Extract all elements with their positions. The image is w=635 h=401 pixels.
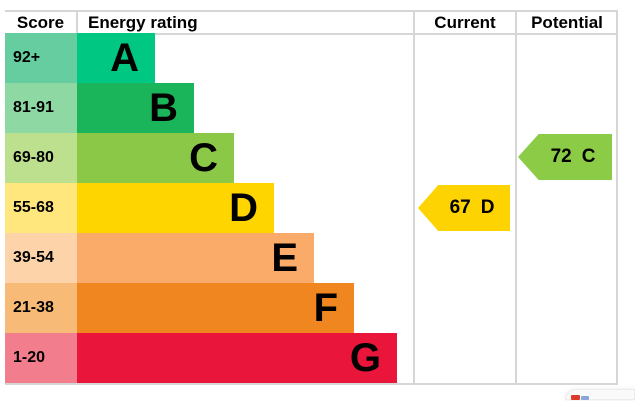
header-bottom-border [5, 33, 618, 35]
band-score-a: 92+ [5, 33, 77, 83]
current-rating-letter: D [480, 197, 495, 218]
band-row-g: 1-20 G [5, 333, 617, 383]
current-rating-value: 67 [449, 197, 471, 218]
potential-rating-arrow: 72 C [518, 134, 612, 180]
band-row-f: 21-38 F [5, 283, 617, 333]
band-score-f: 21-38 [5, 283, 77, 333]
band-letter-a: A [110, 36, 139, 80]
band-bar-g: G [77, 333, 397, 383]
band-bar-e: E [77, 233, 314, 283]
band-row-a: 92+ A [5, 33, 617, 83]
current-column-divider [413, 10, 415, 385]
rating-bands: 92+ A 81-91 B 69-80 C 55-68 D 39-54 [5, 33, 617, 383]
band-bar-d: D [77, 183, 274, 233]
band-letter-b: B [149, 86, 178, 130]
potential-rating-value: 72 [550, 146, 572, 167]
table-top-border [5, 10, 618, 12]
potential-column-header: Potential [531, 13, 603, 32]
band-score-g: 1-20 [5, 333, 77, 383]
band-row-c: 69-80 C [5, 133, 617, 183]
band-bar-b: B [77, 83, 194, 133]
band-bar-c: C [77, 133, 234, 183]
band-row-d: 55-68 D [5, 183, 617, 233]
band-score-b: 81-91 [5, 83, 77, 133]
score-column-header: Score [16, 13, 65, 32]
band-bar-f: F [77, 283, 354, 333]
band-row-e: 39-54 E [5, 233, 617, 283]
band-score-e: 39-54 [5, 233, 77, 283]
band-letter-c: C [189, 136, 218, 180]
band-letter-f: F [313, 286, 338, 330]
energy-rating-column-header: Energy rating [88, 13, 198, 32]
band-row-b: 81-91 B [5, 83, 617, 133]
current-rating-arrow: 67 D [418, 185, 510, 231]
band-letter-g: G [349, 336, 381, 380]
score-column-divider [76, 10, 78, 35]
band-letter-d: D [229, 186, 258, 230]
potential-rating-letter: C [581, 146, 596, 167]
band-score-c: 69-80 [5, 133, 77, 183]
table-right-border [616, 10, 618, 385]
band-letter-e: E [271, 236, 298, 280]
band-bar-a: A [77, 33, 155, 83]
widget-logo-icon [571, 395, 589, 401]
current-column-header: Current [434, 13, 496, 32]
table-bottom-border [5, 383, 618, 385]
band-score-d: 55-68 [5, 183, 77, 233]
floating-widget-card[interactable] [565, 389, 635, 400]
potential-column-divider [515, 10, 517, 385]
